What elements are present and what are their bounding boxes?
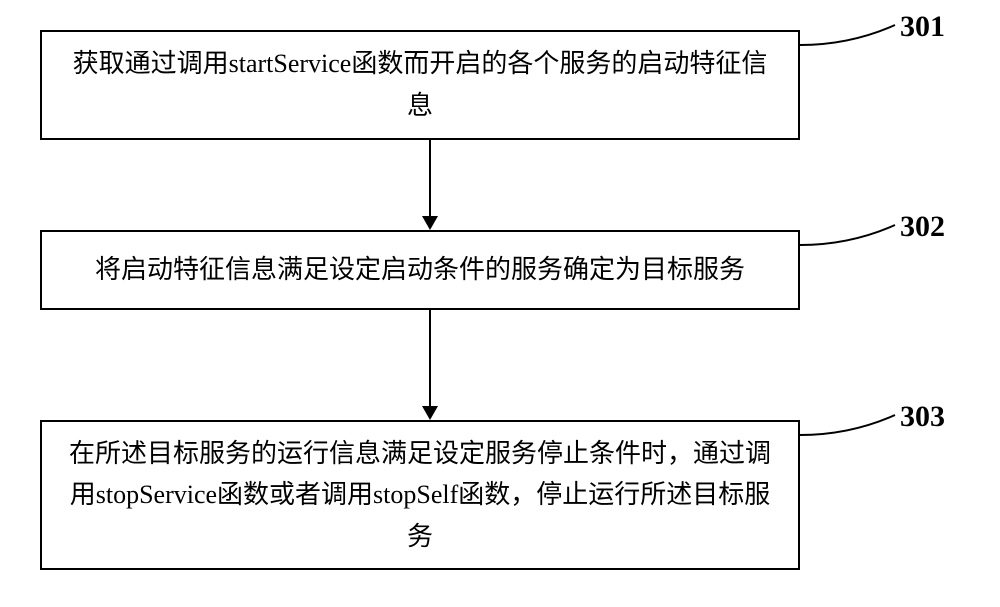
arrow-1-to-2	[420, 140, 440, 230]
step-2-text: 将启动特征信息满足设定启动条件的服务确定为目标服务	[95, 249, 745, 291]
flowchart-step-1: 获取通过调用startService函数而开启的各个服务的启动特征信息	[40, 30, 800, 140]
step-1-label: 301	[900, 10, 945, 44]
step-1-text: 获取通过调用startService函数而开启的各个服务的启动特征信息	[62, 43, 778, 126]
step-2-label: 302	[900, 210, 945, 244]
step-3-text: 在所述目标服务的运行信息满足设定服务停止条件时，通过调用stopService函…	[62, 433, 778, 558]
arrow-2-to-3	[420, 310, 440, 420]
flowchart-step-2: 将启动特征信息满足设定启动条件的服务确定为目标服务	[40, 230, 800, 310]
flowchart-container: 获取通过调用startService函数而开启的各个服务的启动特征信息 301 …	[0, 0, 1000, 607]
step-3-label: 303	[900, 400, 945, 434]
flowchart-step-3: 在所述目标服务的运行信息满足设定服务停止条件时，通过调用stopService函…	[40, 420, 800, 570]
